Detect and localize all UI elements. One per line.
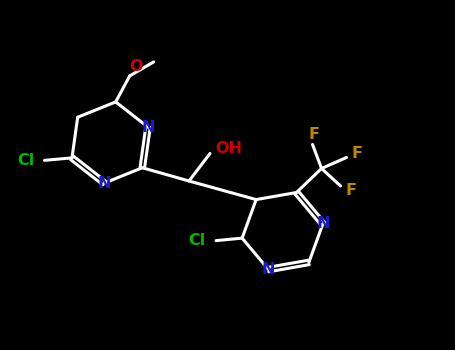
Text: O: O	[129, 60, 142, 75]
Text: N: N	[262, 262, 275, 277]
Text: N: N	[316, 216, 329, 231]
Text: N: N	[141, 120, 155, 135]
Text: F: F	[351, 146, 362, 161]
Text: Cl: Cl	[188, 233, 206, 248]
Text: F: F	[345, 183, 356, 198]
Text: Cl: Cl	[17, 153, 34, 168]
Text: N: N	[97, 176, 111, 191]
Text: F: F	[308, 127, 319, 142]
Text: OH: OH	[216, 141, 243, 156]
